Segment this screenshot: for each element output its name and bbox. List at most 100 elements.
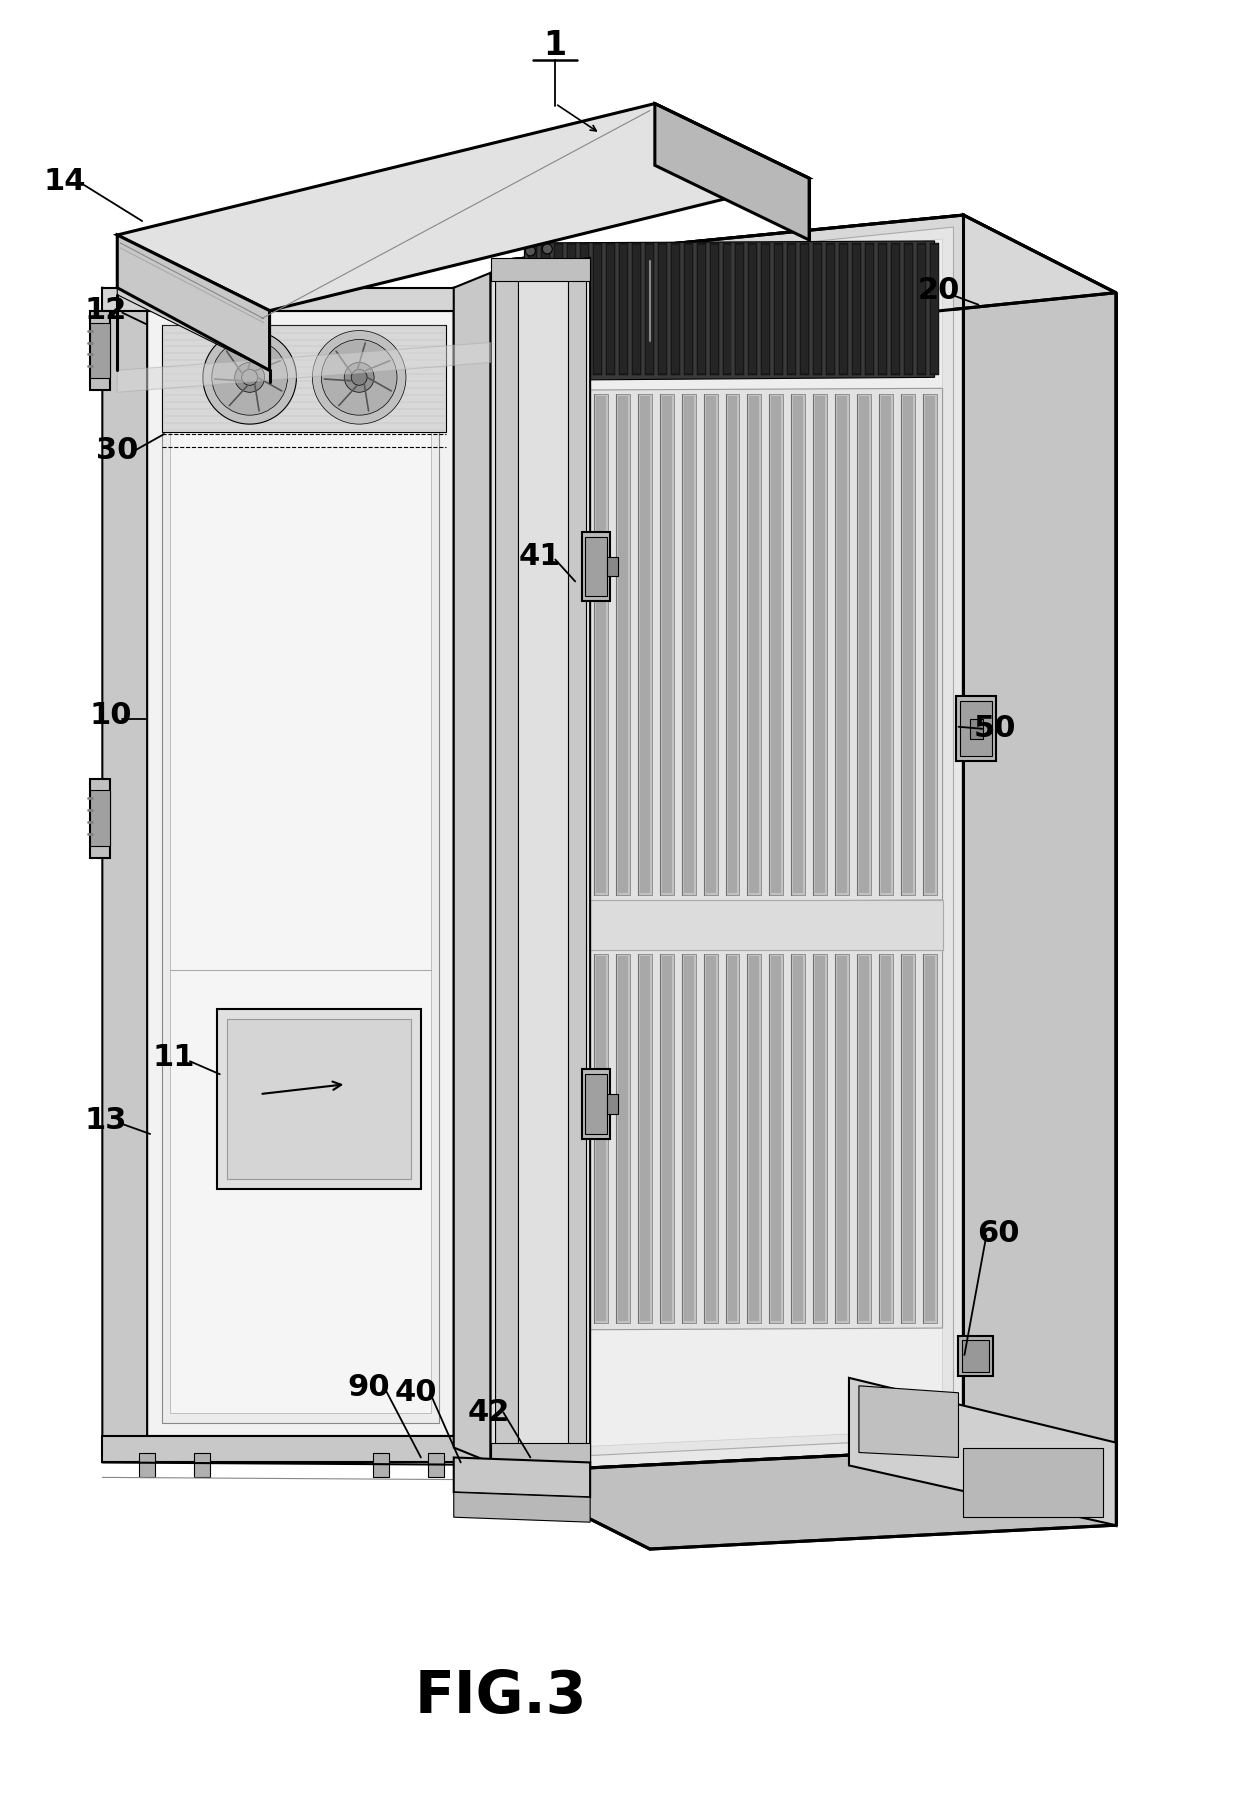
Polygon shape bbox=[963, 216, 1116, 1525]
Polygon shape bbox=[580, 242, 589, 375]
Polygon shape bbox=[837, 397, 847, 893]
Polygon shape bbox=[646, 244, 652, 374]
Polygon shape bbox=[749, 244, 756, 374]
Polygon shape bbox=[703, 954, 718, 1324]
Polygon shape bbox=[574, 397, 584, 893]
Polygon shape bbox=[878, 242, 887, 375]
Polygon shape bbox=[552, 955, 562, 1322]
Polygon shape bbox=[511, 226, 954, 1460]
Polygon shape bbox=[529, 244, 537, 374]
Circle shape bbox=[542, 244, 552, 253]
Polygon shape bbox=[789, 244, 795, 374]
Circle shape bbox=[212, 339, 288, 415]
Polygon shape bbox=[608, 557, 618, 577]
Polygon shape bbox=[103, 287, 148, 1462]
Polygon shape bbox=[853, 244, 859, 374]
Polygon shape bbox=[813, 242, 822, 375]
Polygon shape bbox=[879, 244, 885, 374]
Polygon shape bbox=[608, 1094, 618, 1114]
Polygon shape bbox=[706, 955, 715, 1322]
Polygon shape bbox=[763, 244, 769, 374]
Polygon shape bbox=[801, 244, 808, 374]
Polygon shape bbox=[552, 397, 562, 893]
Polygon shape bbox=[491, 259, 590, 1466]
Polygon shape bbox=[491, 259, 590, 280]
Polygon shape bbox=[373, 1453, 389, 1478]
Polygon shape bbox=[723, 244, 730, 374]
Polygon shape bbox=[769, 395, 784, 894]
Text: 14: 14 bbox=[43, 167, 86, 196]
Text: FIG.3: FIG.3 bbox=[414, 1668, 587, 1724]
Text: 30: 30 bbox=[95, 435, 139, 465]
Polygon shape bbox=[961, 700, 992, 756]
Polygon shape bbox=[711, 244, 718, 374]
Polygon shape bbox=[662, 397, 672, 893]
Polygon shape bbox=[959, 1336, 993, 1376]
Polygon shape bbox=[683, 955, 693, 1322]
Text: 20: 20 bbox=[918, 277, 960, 305]
Polygon shape bbox=[596, 397, 606, 893]
Polygon shape bbox=[706, 397, 715, 893]
Polygon shape bbox=[671, 242, 680, 375]
Polygon shape bbox=[554, 242, 563, 375]
Polygon shape bbox=[787, 242, 796, 375]
Polygon shape bbox=[905, 244, 911, 374]
Polygon shape bbox=[813, 395, 827, 894]
Polygon shape bbox=[542, 242, 551, 375]
Text: 11: 11 bbox=[153, 1043, 195, 1072]
Polygon shape bbox=[574, 955, 584, 1322]
Polygon shape bbox=[859, 397, 869, 893]
Polygon shape bbox=[525, 900, 942, 950]
Polygon shape bbox=[794, 397, 804, 893]
Polygon shape bbox=[632, 242, 641, 375]
Polygon shape bbox=[531, 955, 541, 1322]
Polygon shape bbox=[880, 955, 890, 1322]
Polygon shape bbox=[582, 244, 588, 374]
Polygon shape bbox=[606, 242, 615, 375]
Polygon shape bbox=[660, 954, 673, 1324]
Polygon shape bbox=[618, 955, 627, 1322]
Polygon shape bbox=[454, 273, 491, 1462]
Polygon shape bbox=[837, 955, 847, 1322]
Polygon shape bbox=[866, 244, 873, 374]
Polygon shape bbox=[608, 244, 614, 374]
Polygon shape bbox=[903, 955, 913, 1322]
Text: 40: 40 bbox=[394, 1378, 438, 1408]
Polygon shape bbox=[118, 287, 269, 370]
Text: 1: 1 bbox=[543, 29, 567, 63]
Polygon shape bbox=[572, 954, 587, 1324]
Polygon shape bbox=[632, 244, 640, 374]
Text: 10: 10 bbox=[89, 700, 131, 731]
Polygon shape bbox=[815, 397, 825, 893]
Polygon shape bbox=[749, 397, 759, 893]
Polygon shape bbox=[904, 242, 913, 375]
Polygon shape bbox=[800, 242, 810, 375]
Polygon shape bbox=[857, 954, 870, 1324]
Text: 41: 41 bbox=[520, 542, 562, 571]
Polygon shape bbox=[491, 1442, 590, 1466]
Polygon shape bbox=[698, 244, 704, 374]
Polygon shape bbox=[794, 955, 804, 1322]
Polygon shape bbox=[556, 244, 562, 374]
Polygon shape bbox=[616, 954, 630, 1324]
Polygon shape bbox=[585, 537, 608, 596]
Polygon shape bbox=[682, 954, 696, 1324]
Text: 50: 50 bbox=[975, 715, 1017, 744]
Polygon shape bbox=[594, 395, 608, 894]
Polygon shape bbox=[103, 1435, 491, 1462]
Polygon shape bbox=[616, 395, 630, 894]
Polygon shape bbox=[813, 954, 827, 1324]
Polygon shape bbox=[227, 1020, 410, 1178]
Polygon shape bbox=[962, 1340, 990, 1372]
Polygon shape bbox=[582, 532, 610, 602]
Polygon shape bbox=[568, 260, 587, 1462]
Polygon shape bbox=[925, 397, 935, 893]
Polygon shape bbox=[528, 242, 537, 375]
Polygon shape bbox=[528, 954, 542, 1324]
Polygon shape bbox=[660, 395, 673, 894]
Text: 13: 13 bbox=[84, 1106, 126, 1135]
Polygon shape bbox=[640, 955, 650, 1322]
Polygon shape bbox=[91, 778, 110, 858]
Polygon shape bbox=[791, 395, 805, 894]
Polygon shape bbox=[118, 343, 491, 392]
